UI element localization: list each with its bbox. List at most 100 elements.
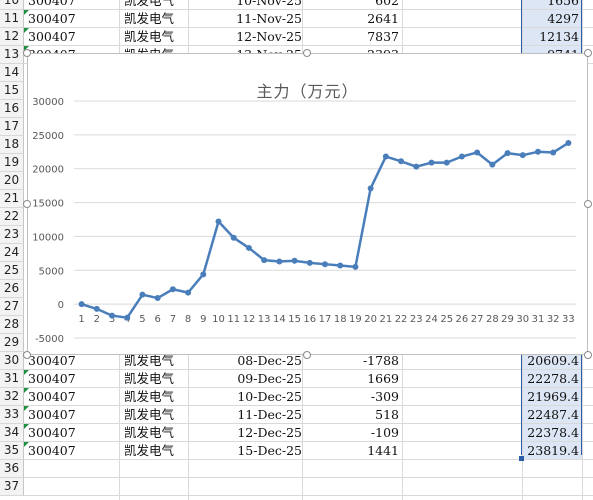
- data-point[interactable]: [124, 314, 131, 321]
- main-flow-cell[interactable]: -109: [370, 425, 399, 440]
- data-point[interactable]: [337, 262, 344, 269]
- stock-code-cell[interactable]: 300407: [28, 0, 76, 8]
- main-flow-cell[interactable]: [324, 478, 399, 495]
- cumulative-cell[interactable]: 22378.4: [527, 425, 579, 440]
- cumulative-cell[interactable]: [524, 460, 579, 477]
- data-point[interactable]: [139, 291, 146, 298]
- data-point[interactable]: [261, 257, 268, 264]
- main-flow-cell[interactable]: 602: [375, 0, 399, 8]
- data-point[interactable]: [306, 259, 313, 266]
- row-header[interactable]: 11: [0, 10, 24, 28]
- main-flow-cell[interactable]: 1441: [367, 443, 399, 458]
- stock-name-cell[interactable]: 凯发电气: [124, 425, 175, 440]
- row-header[interactable]: 33: [0, 406, 24, 424]
- data-point[interactable]: [322, 261, 328, 268]
- data-point[interactable]: [109, 312, 116, 319]
- data-point[interactable]: [519, 152, 526, 159]
- table-row[interactable]: 300407 凯发电气 11-Dec-25 518 22487.4: [24, 406, 593, 424]
- data-point[interactable]: [169, 286, 176, 293]
- row-header[interactable]: 15: [0, 82, 24, 100]
- chart-resize-handle-left[interactable]: [23, 200, 31, 208]
- row-header[interactable]: 34: [0, 424, 24, 442]
- data-point[interactable]: [185, 289, 192, 296]
- data-point[interactable]: [504, 150, 511, 157]
- row-header[interactable]: 23: [0, 226, 24, 244]
- date-cell[interactable]: [214, 460, 302, 477]
- main-flow-cell[interactable]: 2641: [367, 11, 399, 26]
- data-point[interactable]: [534, 148, 541, 155]
- chart-resize-handle-right[interactable]: [584, 200, 592, 208]
- table-row[interactable]: [24, 460, 593, 478]
- row-header[interactable]: 20: [0, 172, 24, 190]
- cumulative-cell[interactable]: 21969.4: [527, 389, 579, 404]
- data-point[interactable]: [565, 139, 572, 146]
- date-cell[interactable]: 12-Nov-25: [236, 29, 302, 44]
- stock-name-cell[interactable]: 凯发电气: [124, 389, 175, 404]
- row-header[interactable]: 17: [0, 118, 24, 136]
- stock-name-cell[interactable]: 凯发电气: [124, 371, 175, 386]
- row-header[interactable]: 19: [0, 154, 24, 172]
- stock-name-cell[interactable]: 凯发电气: [124, 407, 175, 422]
- date-cell[interactable]: 11-Nov-25: [236, 11, 302, 26]
- table-row[interactable]: 300407 凯发电气 15-Dec-25 1441 23819.4: [24, 442, 593, 460]
- stock-name-cell[interactable]: 凯发电气: [124, 0, 175, 8]
- data-point[interactable]: [276, 258, 283, 265]
- data-point[interactable]: [443, 159, 450, 166]
- row-header[interactable]: 13: [0, 46, 24, 64]
- row-header[interactable]: 30: [0, 352, 24, 370]
- date-cell[interactable]: 08-Dec-25: [237, 353, 302, 368]
- stock-code-cell[interactable]: 300407: [28, 443, 76, 458]
- stock-name-cell[interactable]: 凯发电气: [124, 29, 175, 44]
- main-flow-cell[interactable]: [324, 460, 399, 477]
- row-header[interactable]: 27: [0, 298, 24, 316]
- table-row[interactable]: 300407 凯发电气 08-Dec-25 -1788 20609.4: [24, 352, 593, 370]
- chart-resize-handle-bottom-right[interactable]: [584, 351, 592, 359]
- row-header[interactable]: 29: [0, 334, 24, 352]
- chart-resize-handle-top-right[interactable]: [584, 49, 592, 57]
- data-point[interactable]: [458, 153, 465, 160]
- row-header[interactable]: 37: [0, 478, 24, 496]
- fill-handle[interactable]: [519, 456, 524, 461]
- stock-code-cell[interactable]: 300407: [28, 29, 76, 44]
- date-cell[interactable]: 12-Dec-25: [237, 425, 302, 440]
- cumulative-cell[interactable]: [524, 478, 579, 495]
- data-point[interactable]: [382, 153, 389, 160]
- table-row[interactable]: 300407 凯发电气 12-Dec-25 -109 22378.4: [24, 424, 593, 442]
- stock-code-cell[interactable]: 300407: [28, 407, 76, 422]
- stock-code-cell[interactable]: 300407: [28, 389, 76, 404]
- chart-resize-handle-top[interactable]: [303, 49, 311, 57]
- row-header[interactable]: 10: [0, 0, 24, 10]
- data-point[interactable]: [245, 244, 252, 251]
- data-point[interactable]: [78, 301, 85, 308]
- date-cell[interactable]: 10-Nov-25: [236, 0, 302, 8]
- data-point[interactable]: [489, 161, 496, 168]
- data-point[interactable]: [367, 185, 374, 192]
- data-point[interactable]: [428, 159, 435, 166]
- table-row[interactable]: 300407 凯发电气 11-Nov-25 2641 4297: [24, 10, 593, 28]
- row-header[interactable]: 14: [0, 64, 24, 82]
- main-flow-cell[interactable]: 7837: [367, 29, 399, 44]
- table-row[interactable]: 300407 凯发电气 09-Dec-25 1669 22278.4: [24, 370, 593, 388]
- stock-code-cell[interactable]: 300407: [28, 353, 76, 368]
- data-point[interactable]: [154, 295, 161, 302]
- stock-name-cell[interactable]: 凯发电气: [124, 443, 175, 458]
- main-flow-cell[interactable]: 518: [375, 407, 399, 422]
- chart-resize-handle-top-left[interactable]: [23, 49, 31, 57]
- data-point[interactable]: [215, 218, 222, 225]
- date-cell[interactable]: [214, 478, 302, 495]
- main-flow-cell[interactable]: -1788: [362, 353, 399, 368]
- row-header[interactable]: 12: [0, 28, 24, 46]
- stock-code-cell[interactable]: 300407: [28, 425, 76, 440]
- stock-name-cell[interactable]: 凯发电气: [124, 353, 175, 368]
- table-row[interactable]: [24, 478, 593, 496]
- cumulative-cell[interactable]: 22278.4: [527, 371, 579, 386]
- cumulative-cell[interactable]: 22487.4: [527, 407, 579, 422]
- date-cell[interactable]: 15-Dec-25: [237, 443, 302, 458]
- stock-code-cell[interactable]: 300407: [28, 11, 76, 26]
- data-point[interactable]: [291, 257, 298, 264]
- chart-resize-handle-bottom-left[interactable]: [23, 351, 31, 359]
- data-point[interactable]: [93, 305, 100, 312]
- table-row[interactable]: 300407 凯发电气 12-Nov-25 7837 12134: [24, 28, 593, 46]
- row-header[interactable]: 21: [0, 190, 24, 208]
- cumulative-cell[interactable]: 23819.4: [527, 443, 579, 458]
